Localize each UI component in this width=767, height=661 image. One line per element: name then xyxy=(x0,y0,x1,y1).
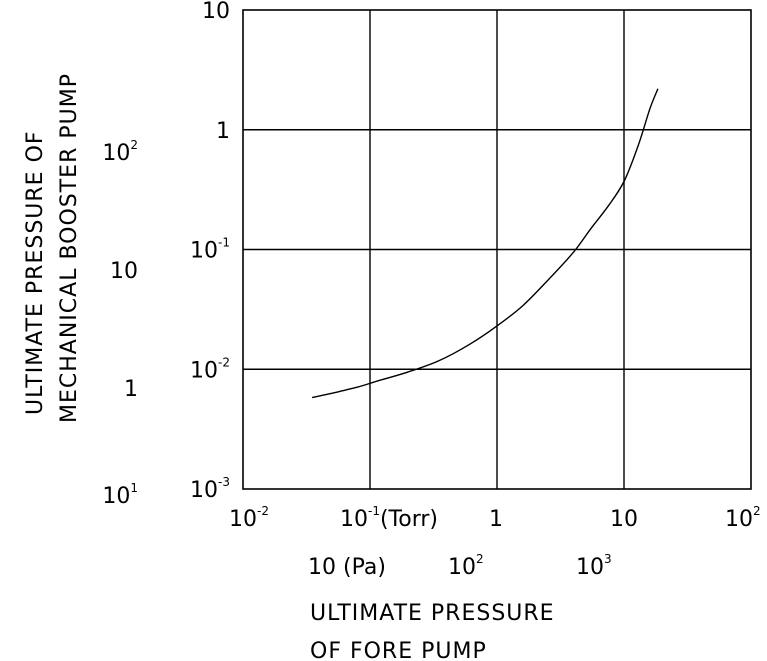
x-tick-label-torr: 10-1(Torr) xyxy=(340,504,438,532)
x-tick-label-pa: 102 xyxy=(448,552,484,580)
series-layer xyxy=(311,88,659,399)
y-tick-label-pa: 102 xyxy=(102,138,138,166)
x-tick-label-pa: 103 xyxy=(576,552,612,580)
x-tick-label-torr: 1 xyxy=(489,507,503,532)
x-axis-label: ULTIMATE PRESSURE OF FORE PUMP xyxy=(310,601,555,661)
y-axis-torr-ticks: 10 1 10-1 10-2 10-3 xyxy=(190,0,230,503)
x-axis-label-line-1: ULTIMATE PRESSURE xyxy=(310,601,555,626)
y-axis-label: ULTIMATE PRESSURE OF MECHANICAL BOOSTER … xyxy=(23,73,82,423)
y-axis-label-line-1: ULTIMATE PRESSURE OF xyxy=(23,130,48,415)
y-tick-label-pa: 10 xyxy=(110,259,138,284)
y-axis-label-line-2: MECHANICAL BOOSTER PUMP xyxy=(57,73,82,423)
y-tick-label-torr: 10-2 xyxy=(190,355,230,383)
x-axis-pa-ticks: 10 (Pa) 102 103 xyxy=(308,552,612,580)
x-axis-torr-ticks: 10-2 10-1(Torr) 1 10 102 xyxy=(229,504,761,532)
y-tick-label-torr: 10-1 xyxy=(190,236,230,264)
x-tick-label-torr: 102 xyxy=(725,504,761,532)
x-tick-label-torr: 10 xyxy=(610,507,638,532)
x-tick-label-torr: 10-2 xyxy=(229,504,269,532)
y-tick-label-torr: 1 xyxy=(216,119,230,144)
y-tick-label-pa: 101 xyxy=(102,481,138,509)
x-tick-label-pa: 10 (Pa) xyxy=(308,555,386,580)
y-tick-label-pa: 1 xyxy=(124,377,138,402)
grid xyxy=(242,9,752,490)
y-tick-label-torr: 10 xyxy=(202,0,230,24)
x-axis-label-line-2: OF FORE PUMP xyxy=(310,639,487,661)
series-line-0 xyxy=(311,88,659,399)
y-tick-label-torr: 10-3 xyxy=(190,475,230,503)
